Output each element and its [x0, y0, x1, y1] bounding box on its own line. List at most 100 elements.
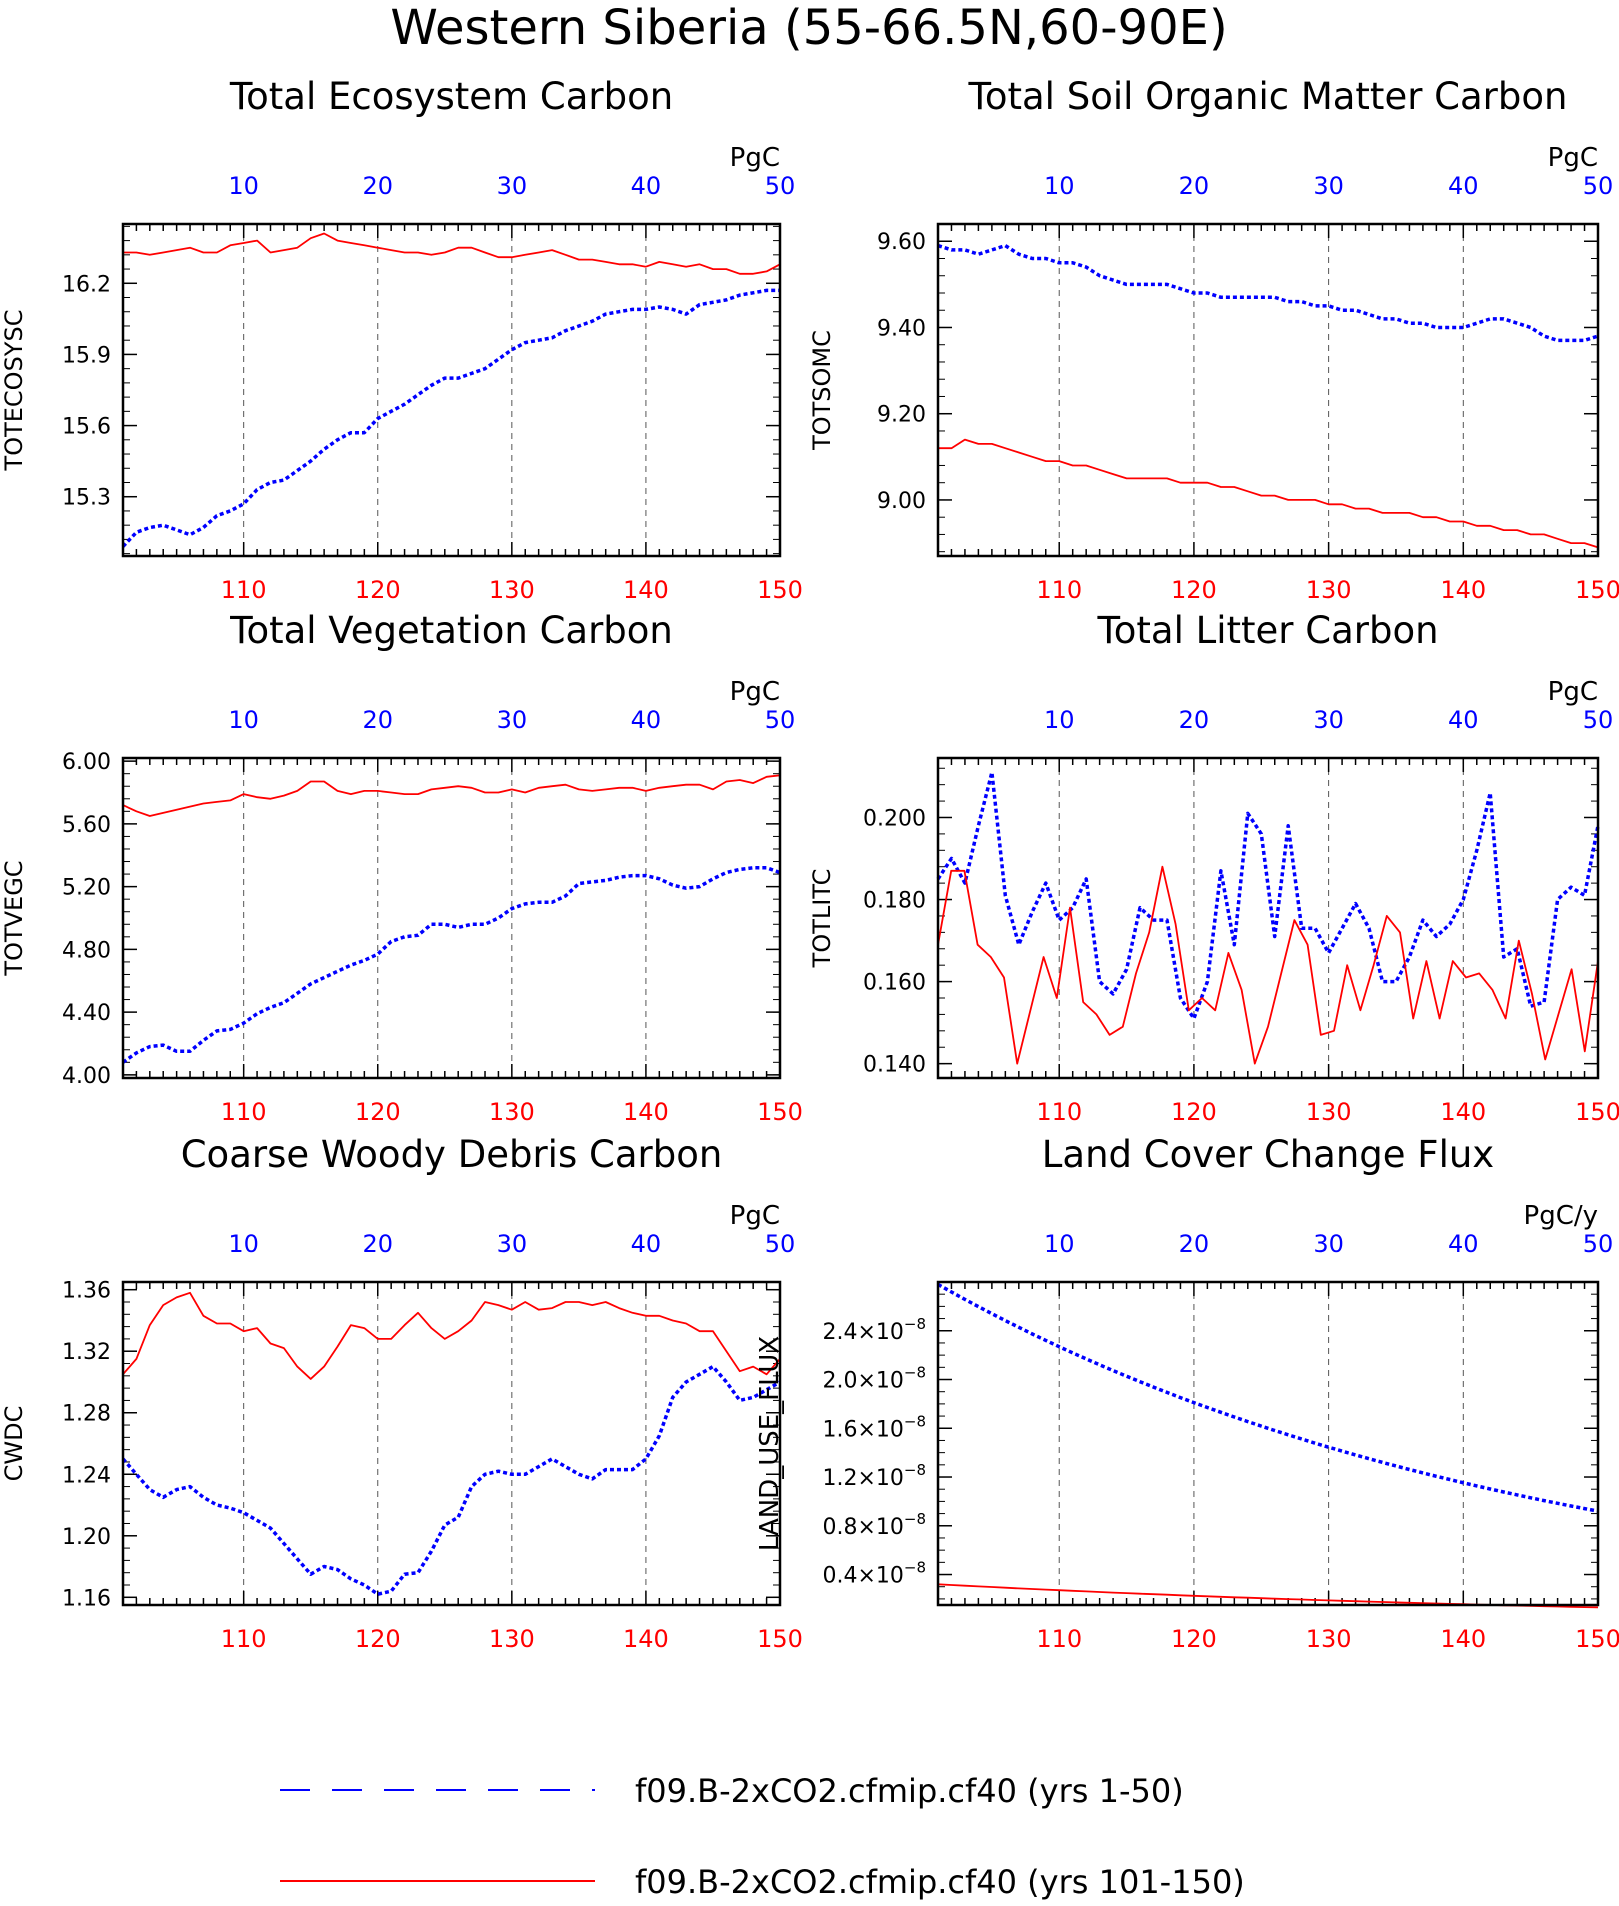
x-bottom-tick-label: 150 [757, 1625, 803, 1653]
legend: f09.B-2xCO2.cfmip.cf40 (yrs 1-50) f09.B-… [280, 1772, 1245, 1901]
y-tick-label: 1.32 [62, 1340, 111, 1365]
x-bottom-tick-label: 140 [1440, 576, 1486, 604]
y-tick-label: 0.160 [863, 971, 926, 996]
x-bottom-tick-label: 120 [1171, 576, 1217, 604]
x-top-tick-label: 20 [362, 1230, 393, 1258]
plot-frame [121, 756, 782, 1080]
x-bottom-tick-label: 130 [489, 1625, 535, 1653]
y-tick-label: 2.4×10−8 [822, 1315, 926, 1345]
y-tick-label: 4.80 [62, 938, 111, 963]
legend-label-run2: f09.B-2xCO2.cfmip.cf40 (yrs 101-150) [635, 1863, 1245, 1901]
x-top-tick-label: 40 [631, 172, 662, 200]
y-axis-label: TOTECOSYSC [0, 310, 28, 472]
y-tick-mantissa: 2.4×10 [822, 1320, 903, 1345]
series-line-run2 [938, 438, 1599, 549]
x-top-tick-label: 30 [497, 1230, 528, 1258]
x-bottom-tick-label: 110 [221, 1098, 267, 1126]
y-tick-label: 9.20 [877, 403, 926, 428]
figure-title: Western Siberia (55-66.5N,60-90E) [390, 0, 1227, 56]
x-bottom-tick-label: 120 [1171, 1625, 1217, 1653]
panel-title: Total Soil Organic Matter Carbon [968, 75, 1568, 118]
panel-title: Total Vegetation Carbon [229, 609, 673, 652]
y-tick-exponent: −8 [904, 1364, 926, 1382]
y-tick-label: 5.60 [62, 813, 111, 838]
y-tick-label: 5.20 [62, 876, 111, 901]
x-top-tick-label: 30 [497, 172, 528, 200]
series-line-run2 [937, 865, 1599, 1065]
x-top-tick-label: 50 [1583, 1230, 1614, 1258]
units-label: PgC [730, 143, 780, 173]
x-top-tick-label: 20 [1179, 1230, 1210, 1258]
panel-title: Coarse Woody Debris Carbon [181, 1133, 723, 1176]
plot-frame [121, 1280, 782, 1607]
y-tick-label: 9.40 [877, 316, 926, 341]
series-line-run1 [936, 770, 1600, 1021]
x-top-tick-label: 50 [1583, 172, 1614, 200]
y-tick-mantissa: 0.8×10 [822, 1515, 903, 1540]
plot-frame [936, 222, 1600, 558]
x-top-tick-label: 30 [1313, 706, 1344, 734]
x-top-tick-label: 10 [1044, 172, 1075, 200]
y-tick-exponent: −8 [904, 1461, 926, 1479]
x-top-tick-label: 10 [1044, 706, 1075, 734]
series-line-run1 [937, 243, 1599, 343]
plot-frame [121, 222, 782, 558]
x-bottom-tick-label: 150 [757, 1098, 803, 1126]
x-top-tick-label: 10 [228, 706, 259, 734]
panel-land-cover-change-flux: Land Cover Change Flux PgC/y 110 120 130 140 1… [755, 1133, 1619, 1653]
plot-frame [936, 1280, 1600, 1607]
panel-title: Total Ecosystem Carbon [229, 75, 673, 118]
x-top-tick-label: 50 [765, 1230, 796, 1258]
y-tick-label: 6.00 [62, 750, 111, 775]
x-top-tick-label: 20 [1179, 706, 1210, 734]
x-bottom-tick-label: 140 [1440, 1625, 1486, 1653]
y-tick-label: 4.40 [62, 1001, 111, 1026]
y-tick-mantissa: 2.0×10 [822, 1369, 903, 1394]
y-tick-label: 9.00 [877, 489, 926, 514]
x-top-tick-label: 40 [631, 1230, 662, 1258]
x-bottom-tick-label: 110 [1036, 1098, 1082, 1126]
series-line-run2 [122, 774, 781, 817]
y-tick-label: 2.0×10−8 [822, 1364, 926, 1394]
x-top-tick-label: 40 [1448, 706, 1479, 734]
x-top-tick-label: 50 [765, 172, 796, 200]
x-bottom-tick-label: 130 [489, 1098, 535, 1126]
x-bottom-tick-label: 130 [1306, 576, 1352, 604]
series-line-run1 [121, 1364, 781, 1596]
units-label: PgC [1548, 677, 1598, 707]
y-tick-label: 9.60 [877, 230, 926, 255]
y-tick-label: 15.6 [62, 415, 111, 440]
y-tick-label: 1.20 [62, 1525, 111, 1550]
x-top-tick-label: 10 [228, 172, 259, 200]
y-tick-label: 1.6×10−8 [822, 1412, 926, 1442]
y-tick-exponent: −8 [904, 1510, 926, 1528]
x-top-tick-label: 10 [1044, 1230, 1075, 1258]
y-axis-label: LAND_USE_FLUX [755, 1336, 785, 1551]
units-label: PgC/y [1524, 1201, 1598, 1231]
y-axis-label: TOTVEGC [0, 860, 28, 976]
x-top-tick-label: 20 [362, 172, 393, 200]
y-tick-label: 16.2 [62, 272, 111, 297]
x-top-tick-label: 30 [1313, 172, 1344, 200]
x-top-tick-label: 40 [631, 706, 662, 734]
x-top-tick-label: 20 [1179, 172, 1210, 200]
y-tick-label: 0.4×10−8 [822, 1559, 926, 1589]
series-line-run1 [121, 288, 780, 548]
x-bottom-tick-label: 140 [623, 576, 669, 604]
y-tick-label: 1.24 [62, 1463, 111, 1488]
x-bottom-tick-label: 150 [1575, 576, 1619, 604]
y-tick-label: 0.8×10−8 [822, 1510, 926, 1540]
x-bottom-tick-label: 120 [355, 1625, 401, 1653]
x-top-tick-label: 50 [1583, 706, 1614, 734]
units-label: PgC [1548, 143, 1598, 173]
series-line-run2 [123, 232, 781, 275]
y-tick-label: 0.200 [863, 806, 926, 831]
panel-total-vegetation-carbon: Total Vegetation Carbon PgC 110 120 130 140 15… [0, 609, 803, 1126]
panel-title: Land Cover Change Flux [1042, 1133, 1494, 1176]
x-top-tick-label: 50 [765, 706, 796, 734]
x-bottom-tick-label: 110 [221, 1625, 267, 1653]
y-tick-exponent: −8 [904, 1315, 926, 1333]
x-bottom-tick-label: 120 [355, 1098, 401, 1126]
x-bottom-tick-label: 120 [355, 576, 401, 604]
